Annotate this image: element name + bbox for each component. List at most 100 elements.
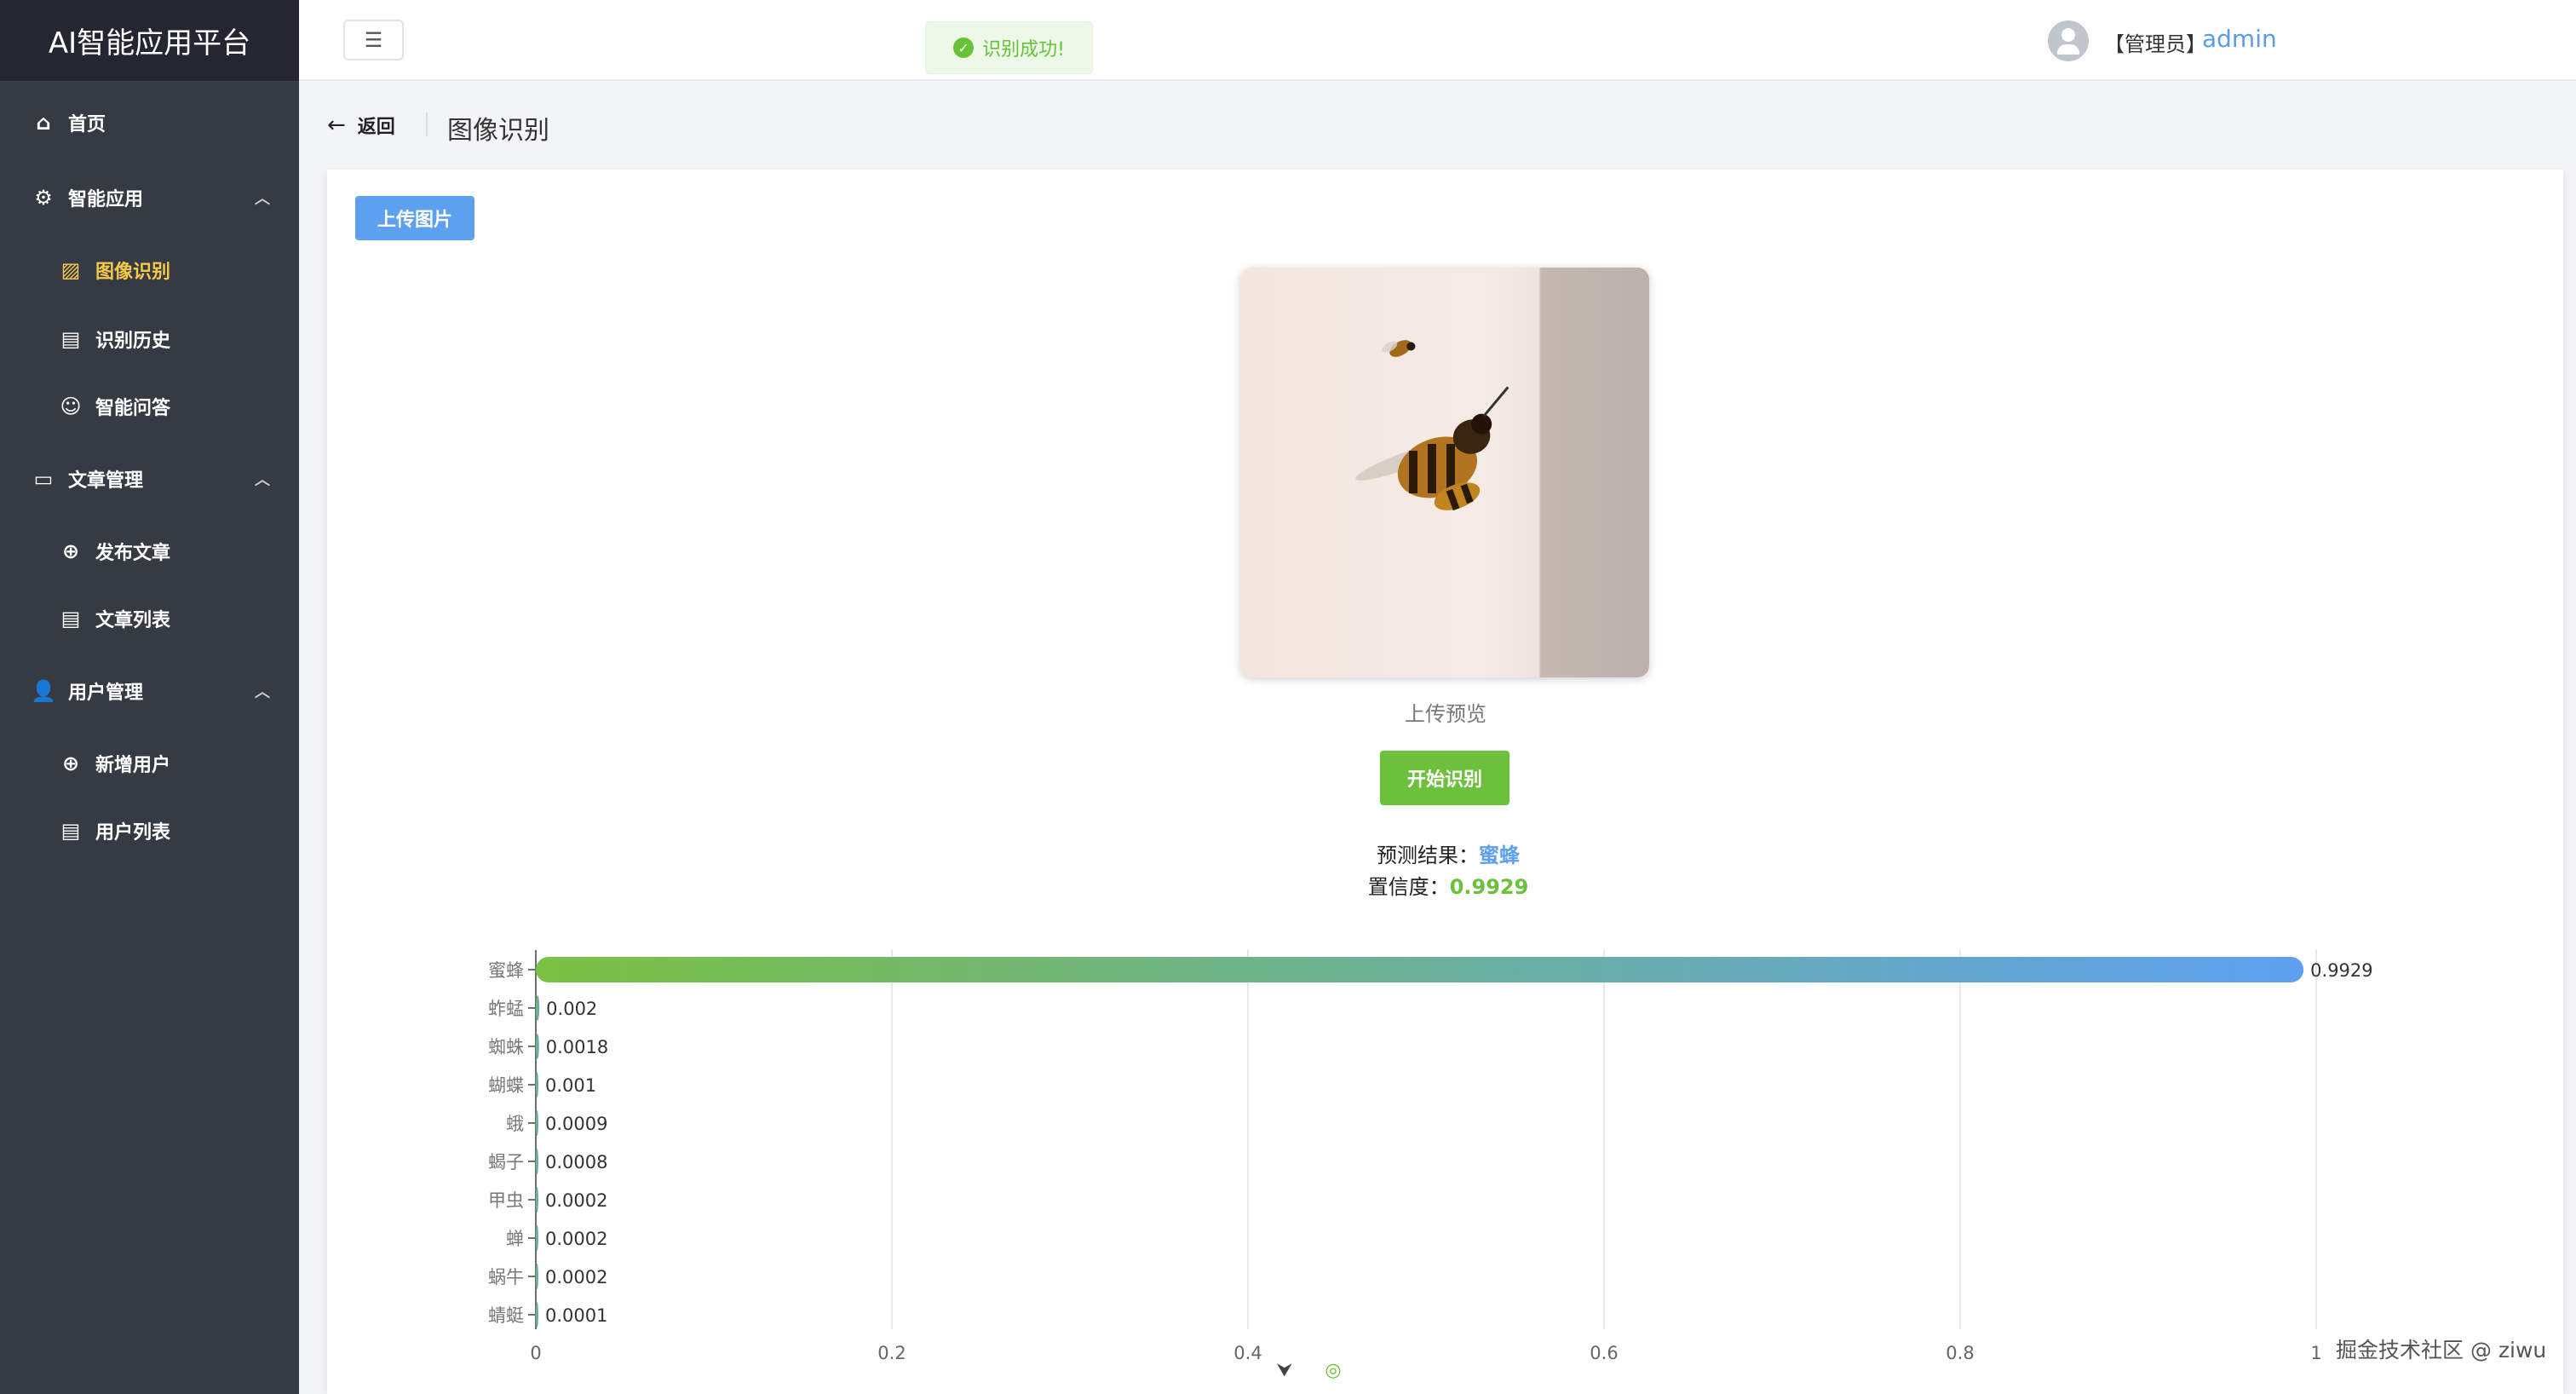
value-label: 0.0018 <box>546 1037 608 1057</box>
bar <box>536 995 540 1021</box>
value-label: 0.0008 <box>545 1152 607 1172</box>
chevron-up-icon: ︿ <box>255 683 270 701</box>
x-tick-label: 0 <box>530 1343 541 1363</box>
value-label: 0.0002 <box>545 1229 607 1249</box>
value-label: 0.0009 <box>545 1114 607 1134</box>
watermark: 掘金技术社区 @ ziwu <box>2336 1338 2547 1362</box>
avatar[interactable] <box>2048 20 2089 61</box>
value-label: 0.001 <box>545 1075 596 1096</box>
bar <box>536 1264 538 1289</box>
sidebar-item-0[interactable]: ⌂ 首页 <box>0 97 299 148</box>
value-label: 0.002 <box>546 999 597 1019</box>
x-tick-label: 0.8 <box>1946 1343 1974 1363</box>
sidebar-item-label: 识别历史 <box>95 331 171 352</box>
sidebar-toggle-button[interactable]: ☰ <box>343 20 404 60</box>
chevron-up-icon: ︿ <box>255 190 270 208</box>
upload-image-button[interactable]: 上传图片 <box>355 196 474 240</box>
value-label: 0.0001 <box>545 1305 607 1326</box>
category-label: 蜗牛 <box>488 1267 524 1287</box>
target-icon[interactable]: ◎ <box>1325 1359 1342 1381</box>
category-label: 蝎子 <box>488 1152 524 1172</box>
sidebar-item-2[interactable]: ▨ 图像识别 <box>0 245 299 296</box>
sidebar-item-label: 发布文章 <box>95 543 171 564</box>
sidebar-item-8[interactable]: 👤 用户管理 ︿ <box>0 665 299 717</box>
confidence-result: 置信度：0.9929 <box>1107 870 1789 900</box>
sidebar-item-label: 文章管理 <box>68 470 144 492</box>
prediction-result: 预测结果：蜜蜂 <box>1107 838 1789 868</box>
page-title: 图像识别 <box>447 116 549 146</box>
bar <box>536 1149 538 1174</box>
category-label: 蜘蛛 <box>488 1037 524 1057</box>
category-label: 蝴蝶 <box>488 1075 524 1096</box>
category-label: 蜻蜓 <box>488 1305 524 1326</box>
category-label: 蚱蜢 <box>488 999 524 1019</box>
sidebar: ⌂ 首页 ⚙ 智能应用 ︿ ▨ 图像识别 ▤ 识别历史 ☺ 智能问答 ▭ 文章管理 ︿ ⊕ 发布文章 ▤ 文章列表… <box>0 81 299 1394</box>
value-label: 0.0002 <box>545 1190 607 1211</box>
sidebar-item-label: 图像识别 <box>95 262 171 283</box>
bar <box>536 1034 539 1059</box>
category-label: 蝉 <box>506 1229 524 1249</box>
clipboard-icon: ▤ <box>60 327 81 351</box>
preview-caption: 上传预览 <box>1405 702 1486 726</box>
confidence-label: 置信度： <box>1367 875 1450 899</box>
bar <box>536 957 2304 982</box>
result-value: 蜜蜂 <box>1479 844 1520 867</box>
sidebar-item-label: 智能问答 <box>95 398 171 419</box>
result-label: 预测结果： <box>1377 844 1479 867</box>
user-menu[interactable]: admin <box>2202 25 2277 53</box>
bar <box>536 1072 538 1097</box>
x-tick-label: 1 <box>2310 1343 2321 1363</box>
bar <box>536 1187 538 1213</box>
filter-icon[interactable]: ⮟ <box>1276 1359 1293 1381</box>
plus-circle-icon: ⊕ <box>61 752 80 775</box>
sidebar-item-label: 首页 <box>68 114 106 135</box>
header: ☰ <box>299 0 2576 81</box>
sidebar-item-6[interactable]: ⊕ 发布文章 <box>0 526 299 577</box>
user-icon: 👤 <box>31 679 56 703</box>
back-label: 返回 <box>357 117 395 138</box>
sidebar-item-4[interactable]: ☺ 智能问答 <box>0 381 299 432</box>
sidebar-item-5[interactable]: ▭ 文章管理 ︿ <box>0 453 299 504</box>
arrow-left-icon: ← <box>327 112 346 138</box>
confidence-value: 0.9929 <box>1449 875 1529 899</box>
category-label: 蛾 <box>506 1114 524 1134</box>
sidebar-item-1[interactable]: ⚙ 智能应用 ︿ <box>0 172 299 223</box>
sidebar-item-9[interactable]: ⊕ 新增用户 <box>0 738 299 789</box>
bar <box>536 1302 538 1328</box>
sidebar-item-3[interactable]: ▤ 识别历史 <box>0 314 299 365</box>
sidebar-item-label: 用户列表 <box>95 822 171 844</box>
success-toast: ✓ 识别成功! <box>925 21 1093 74</box>
sidebar-item-label: 智能应用 <box>68 189 144 210</box>
app-logo: AI智能应用平台 <box>0 0 299 81</box>
user-outline-icon: ☺ <box>60 395 82 418</box>
value-label: 0.9929 <box>2310 960 2372 981</box>
sidebar-item-label: 文章列表 <box>95 610 171 631</box>
check-circle-icon: ✓ <box>953 37 975 58</box>
back-button[interactable]: ← 返回 <box>327 112 395 139</box>
clipboard-icon: ▤ <box>60 607 81 631</box>
x-tick-label: 0.4 <box>1233 1343 1262 1363</box>
start-recognition-button[interactable]: 开始识别 <box>1380 751 1509 805</box>
sidebar-item-10[interactable]: ▤ 用户列表 <box>0 805 299 856</box>
divider <box>426 112 428 136</box>
bar <box>536 1225 538 1251</box>
user-role: 【管理员】 <box>2104 32 2206 56</box>
toast-text: 识别成功! <box>982 39 1065 60</box>
sidebar-item-7[interactable]: ▤ 文章列表 <box>0 593 299 644</box>
value-label: 0.0002 <box>545 1267 607 1287</box>
chevron-up-icon: ︿ <box>255 471 270 489</box>
chip-icon: ⚙ <box>34 186 53 210</box>
document-icon: ▭ <box>33 467 54 491</box>
category-label: 蜜蜂 <box>488 960 524 981</box>
x-tick-label: 0.6 <box>1590 1343 1618 1363</box>
category-label: 甲虫 <box>488 1190 524 1211</box>
x-tick-label: 0.2 <box>877 1343 906 1363</box>
menu-fold-icon: ☰ <box>364 28 383 52</box>
sidebar-item-label: 用户管理 <box>68 683 144 704</box>
upload-preview-image <box>1240 268 1649 677</box>
bar <box>536 1110 538 1136</box>
home-icon: ⌂ <box>36 111 51 135</box>
clipboard-icon: ▤ <box>60 819 81 843</box>
sidebar-item-label: 新增用户 <box>95 755 171 776</box>
